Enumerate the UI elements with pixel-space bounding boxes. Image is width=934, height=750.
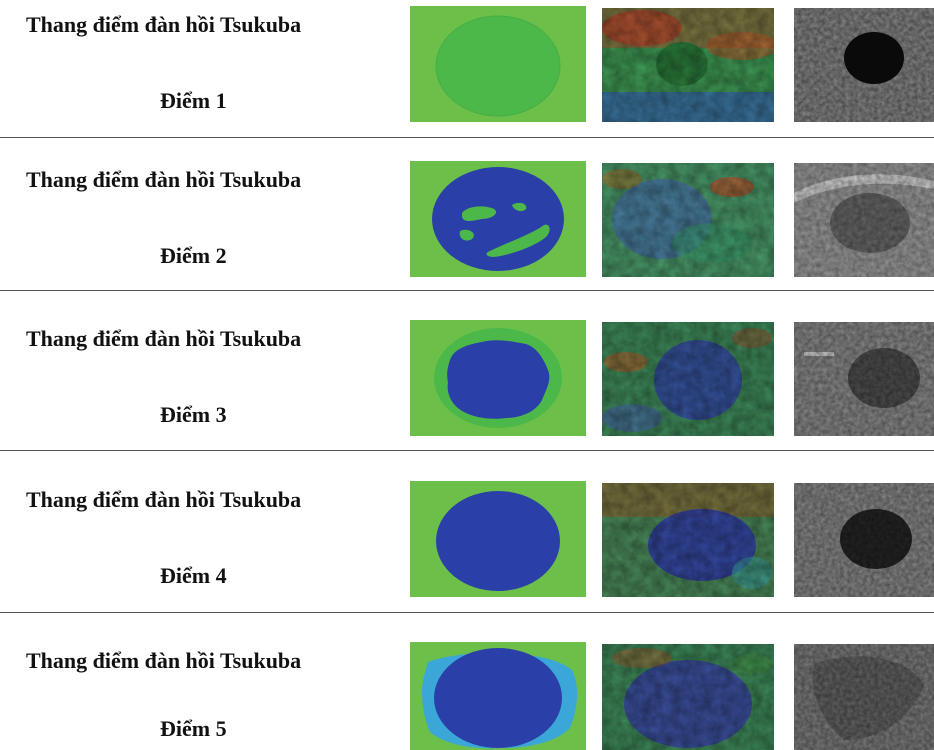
row-title: Thang điểm đàn hồi Tsukuba — [26, 326, 302, 351]
ultrasound-image-1 — [794, 8, 934, 122]
ultrasound-image-2 — [794, 163, 934, 277]
score-label: Điểm 1 — [160, 88, 227, 113]
score-label: Điểm 3 — [160, 402, 227, 427]
row-title: Thang điểm đàn hồi Tsukuba — [26, 648, 302, 673]
schematic-score-2 — [410, 161, 586, 277]
row-title: Thang điểm đàn hồi Tsukuba — [26, 167, 302, 192]
ultrasound-image-3 — [794, 322, 934, 436]
row-divider — [0, 450, 934, 451]
row-divider — [0, 612, 934, 613]
row-divider — [0, 137, 934, 138]
row-title: Thang điểm đàn hồi Tsukuba — [26, 12, 302, 37]
score-label: Điểm 4 — [160, 563, 227, 588]
schematic-score-3 — [410, 320, 586, 436]
schematic-score-5 — [410, 642, 586, 750]
elastogram-image-1 — [602, 8, 774, 122]
ultrasound-image-4 — [794, 483, 934, 597]
elastogram-image-4 — [602, 483, 774, 597]
schematic-score-4 — [410, 481, 586, 597]
score-label: Điểm 2 — [160, 243, 227, 268]
ultrasound-image-5 — [794, 644, 934, 750]
elastogram-image-5 — [602, 644, 774, 750]
row-divider — [0, 290, 934, 291]
row-title: Thang điểm đàn hồi Tsukuba — [26, 487, 302, 512]
score-label: Điểm 5 — [160, 716, 227, 741]
schematic-score-1 — [410, 6, 586, 122]
elastogram-image-2 — [602, 163, 774, 277]
elastogram-image-3 — [602, 322, 774, 436]
